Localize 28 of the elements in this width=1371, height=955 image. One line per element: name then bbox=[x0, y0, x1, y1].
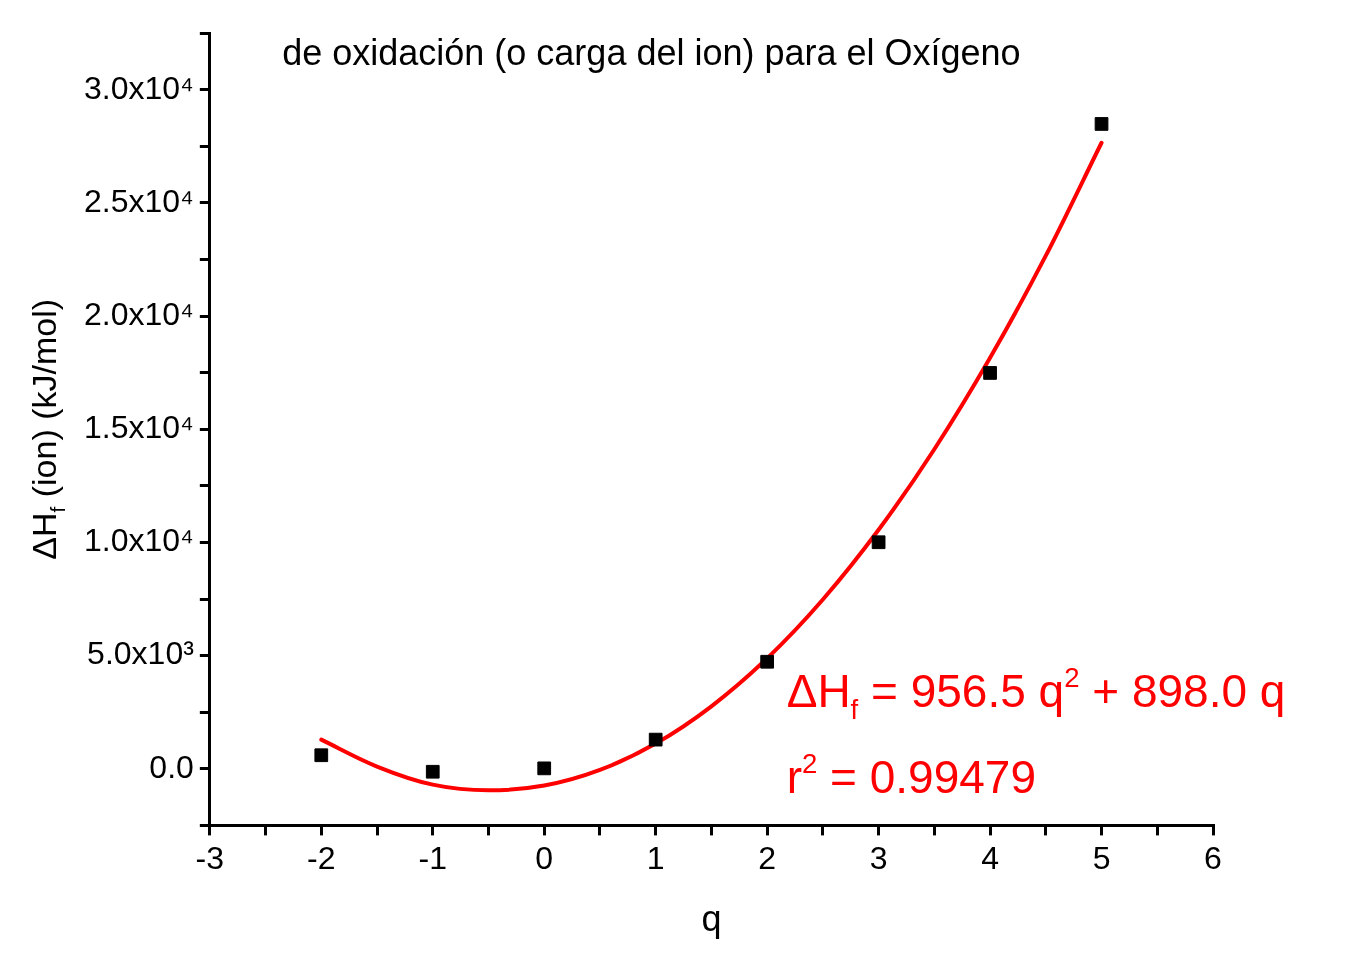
chart-title: de oxidación (o carga del ion) para el Oxígeno bbox=[282, 32, 1021, 74]
point bbox=[425, 764, 440, 779]
y-tick-label: 1.0x10⁴ bbox=[84, 522, 194, 559]
x-axis-title: q bbox=[701, 898, 722, 940]
point bbox=[648, 732, 663, 747]
point bbox=[314, 748, 329, 763]
y-axis-title: ΔHf (ion) (kJ/mol) bbox=[25, 298, 69, 560]
y-tick-label: 2.0x10⁴ bbox=[84, 295, 194, 332]
x-tick-label: -3 bbox=[195, 840, 225, 877]
point bbox=[871, 535, 886, 550]
y-tick-label: 3.0x10⁴ bbox=[84, 69, 194, 106]
x-tick-label: -2 bbox=[307, 840, 336, 877]
y-tick-label: 0.0 bbox=[149, 748, 194, 785]
x-tick-label: 5 bbox=[1092, 840, 1111, 877]
y-tick-label: 5.0x10³ bbox=[87, 635, 195, 672]
x-tick-label: 4 bbox=[981, 840, 999, 877]
point bbox=[983, 366, 997, 380]
x-tick-label: 2 bbox=[758, 840, 777, 877]
point bbox=[1094, 117, 1109, 131]
y-tick-label: 1.5x10⁴ bbox=[84, 409, 194, 446]
point bbox=[537, 761, 552, 776]
x-tick-label: 0 bbox=[535, 840, 554, 877]
x-tick-label: 6 bbox=[1204, 840, 1222, 877]
x-tick-label: 3 bbox=[869, 840, 888, 877]
y-tick-label: 2.5x10⁴ bbox=[84, 182, 194, 219]
x-tick-label: 1 bbox=[646, 840, 665, 877]
x-tick-label: -1 bbox=[418, 840, 447, 877]
point bbox=[760, 654, 775, 669]
